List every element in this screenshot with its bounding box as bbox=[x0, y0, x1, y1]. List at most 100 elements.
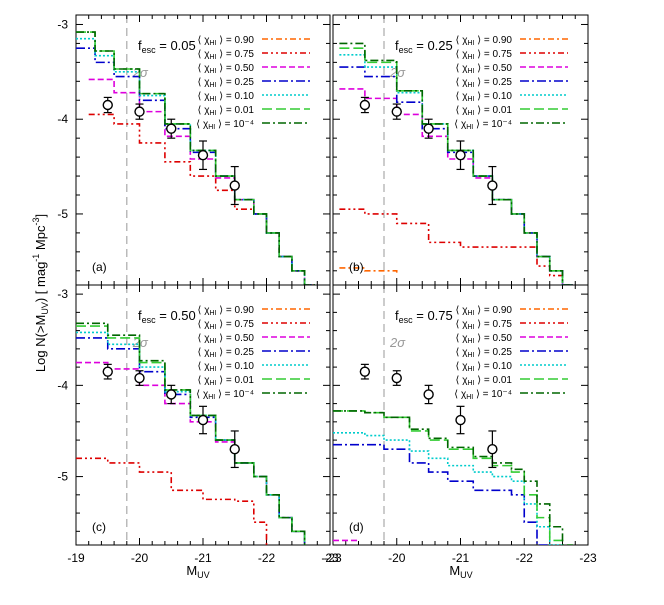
legend-label: ⟨ χHI ⟩ = 0.01 bbox=[456, 375, 513, 387]
fesc-label: fesc = 0.05 bbox=[138, 38, 196, 55]
data-point bbox=[229, 444, 240, 455]
legend-label: ⟨ χHI ⟩ = 0.01 bbox=[456, 105, 513, 117]
legend-label: ⟨ χHI ⟩ = 0.10 bbox=[456, 361, 513, 373]
legend-label: ⟨ χHI ⟩ = 0.25 bbox=[198, 347, 255, 359]
series-group bbox=[76, 322, 306, 545]
data-point bbox=[229, 180, 240, 191]
legend-label: ⟨ χHI ⟩ = 0.75 bbox=[456, 49, 513, 61]
legend-label: ⟨ χHI ⟩ = 0.01 bbox=[198, 375, 255, 387]
series-group bbox=[333, 410, 573, 545]
series-line bbox=[333, 410, 564, 545]
series-line bbox=[333, 431, 564, 545]
x-tick-label: -20 bbox=[131, 551, 149, 565]
series-line bbox=[76, 325, 306, 545]
sigma-label: 2σ bbox=[132, 65, 149, 80]
legend: ⟨ χHI ⟩ = 0.90 ⟨ χHI ⟩ = 0.75 ⟨ χHI ⟩ = 0.… bbox=[454, 305, 568, 401]
series-line bbox=[333, 443, 551, 545]
legend: ⟨ χHI ⟩ = 0.90 ⟨ χHI ⟩ = 0.75 ⟨ χHI ⟩ = 0.… bbox=[454, 35, 568, 131]
legend: ⟨ χHI ⟩ = 0.90 ⟨ χHI ⟩ = 0.75 ⟨ χHI ⟩ = 0.… bbox=[196, 305, 310, 401]
y-tick-label: -3 bbox=[57, 17, 68, 31]
data-point bbox=[455, 414, 466, 426]
data-point bbox=[423, 389, 434, 400]
data-point bbox=[391, 106, 402, 117]
data-point bbox=[102, 366, 113, 377]
x-tick-label: -23 bbox=[324, 551, 342, 565]
legend-label: ⟨ χHI ⟩ = 0.90 bbox=[198, 305, 255, 317]
legend-label: ⟨ χHI ⟩ = 0.75 bbox=[198, 319, 255, 331]
series-line bbox=[88, 113, 315, 285]
legend: ⟨ χHI ⟩ = 0.90 ⟨ χHI ⟩ = 0.75 ⟨ χHI ⟩ = 0.… bbox=[196, 35, 310, 131]
panels-group: 2σ-3-4-5(a)fesc = 0.05 ⟨ χHI ⟩ = 0.90⟨ χH… bbox=[57, 14, 597, 565]
panel-2: 2σ(b)fesc = 0.25 ⟨ χHI ⟩ = 0.90⟨ χHI ⟩ = … bbox=[332, 14, 589, 286]
x-axis-label-left: MUV bbox=[186, 563, 209, 580]
x-tick-label: -21 bbox=[452, 551, 470, 565]
series-group bbox=[76, 31, 315, 285]
panel-tag: (d) bbox=[349, 520, 364, 534]
sigma-label: 2σ bbox=[389, 335, 406, 350]
data-point bbox=[487, 180, 498, 191]
data-point bbox=[134, 106, 145, 117]
panel-4: 2σ-20 -21 -22 -23-23(d)fesc = 0.75 ⟨ χHI ⟩ =… bbox=[324, 284, 597, 565]
data-point bbox=[166, 123, 177, 134]
x-tick-label: -22 bbox=[258, 551, 276, 565]
data-point bbox=[359, 99, 371, 111]
panel-tag: (c) bbox=[92, 520, 106, 534]
y-tick-label: -5 bbox=[57, 470, 68, 484]
legend-label: ⟨ χHI ⟩ = 0.10 bbox=[198, 91, 255, 103]
x-tick-label: -22 bbox=[516, 551, 534, 565]
legend-label: ⟨ χHI ⟩ = 0.50 bbox=[456, 63, 513, 75]
y-axis-label: Log N(>MUV) [ mag-1 Mpc-3] bbox=[31, 214, 50, 372]
legend-label: ⟨ χHI ⟩ = 0.50 bbox=[198, 333, 255, 345]
x-tick-label: -23 bbox=[321, 551, 339, 565]
data-point bbox=[134, 372, 145, 384]
sigma-label: 2σ bbox=[132, 335, 149, 350]
data-point bbox=[359, 366, 371, 377]
y-tick-label: -4 bbox=[57, 112, 68, 126]
panel-tag: (a) bbox=[92, 260, 107, 274]
legend-label: ⟨ χHI ⟩ = 0.90 bbox=[198, 35, 255, 47]
y-tick-label: -5 bbox=[57, 207, 68, 221]
x-tick-label: -23 bbox=[579, 551, 597, 565]
legend-label: ⟨ χHI ⟩ = 0.50 bbox=[456, 333, 513, 345]
legend-label: ⟨ χHI ⟩ = 0.25 bbox=[456, 347, 513, 359]
data-point bbox=[197, 414, 209, 426]
y-tick-label: -4 bbox=[57, 378, 68, 392]
x-tick-label: -21 bbox=[194, 551, 212, 565]
legend-label: ⟨ χHI ⟩ = 0.50 bbox=[198, 63, 255, 75]
series-line bbox=[76, 31, 315, 285]
legend-label: ⟨ χHI ⟩ = 0.75 bbox=[198, 49, 255, 61]
legend-label: ⟨ χHI ⟩ = 0.10 bbox=[456, 91, 513, 103]
legend-label: ⟨ χHI ⟩ = 0.10 bbox=[198, 361, 255, 373]
data-point bbox=[391, 372, 402, 384]
data-point bbox=[455, 150, 466, 161]
legend-label: ⟨ χHI ⟩ = 0.90 bbox=[456, 305, 513, 317]
fesc-label: fesc = 0.75 bbox=[395, 308, 453, 325]
fesc-label: fesc = 0.50 bbox=[138, 308, 196, 325]
legend-label: ⟨ χHI ⟩ = 0.25 bbox=[198, 77, 255, 89]
data-point bbox=[197, 150, 209, 161]
legend-label: ⟨ χHI ⟩ = 0.01 bbox=[198, 105, 255, 117]
legend-label: ⟨ χHI ⟩ = 10⁻⁴ bbox=[196, 389, 254, 401]
series-line bbox=[339, 47, 573, 285]
x-axis-label-right: MUV bbox=[449, 563, 472, 580]
series-line bbox=[333, 410, 573, 545]
x-tick-label: -19 bbox=[67, 551, 85, 565]
panel-3: 2σ-3-4-5-19 -20 -21 -22 -23(c)fesc = 0.50 ⟨ χ… bbox=[57, 284, 339, 565]
x-tick-label: -20 bbox=[388, 551, 406, 565]
fesc-label: fesc = 0.25 bbox=[395, 38, 453, 55]
legend-label: ⟨ χHI ⟩ = 0.25 bbox=[456, 77, 513, 89]
legend-label: ⟨ χHI ⟩ = 0.90 bbox=[456, 35, 513, 47]
legend-label: ⟨ χHI ⟩ = 10⁻⁴ bbox=[454, 389, 512, 401]
legend-label: ⟨ χHI ⟩ = 10⁻⁴ bbox=[196, 119, 254, 131]
legend-label: ⟨ χHI ⟩ = 0.75 bbox=[456, 319, 513, 331]
y-tick-label: -3 bbox=[57, 287, 68, 301]
data-point bbox=[166, 389, 177, 400]
series-line bbox=[339, 267, 398, 276]
panel-tag: (b) bbox=[349, 260, 364, 274]
panel-1: 2σ-3-4-5(a)fesc = 0.05 ⟨ χHI ⟩ = 0.90⟨ χH… bbox=[57, 14, 331, 286]
series-line bbox=[76, 322, 306, 545]
data-point bbox=[423, 123, 434, 134]
data-point bbox=[487, 444, 498, 455]
data-point bbox=[102, 99, 113, 111]
